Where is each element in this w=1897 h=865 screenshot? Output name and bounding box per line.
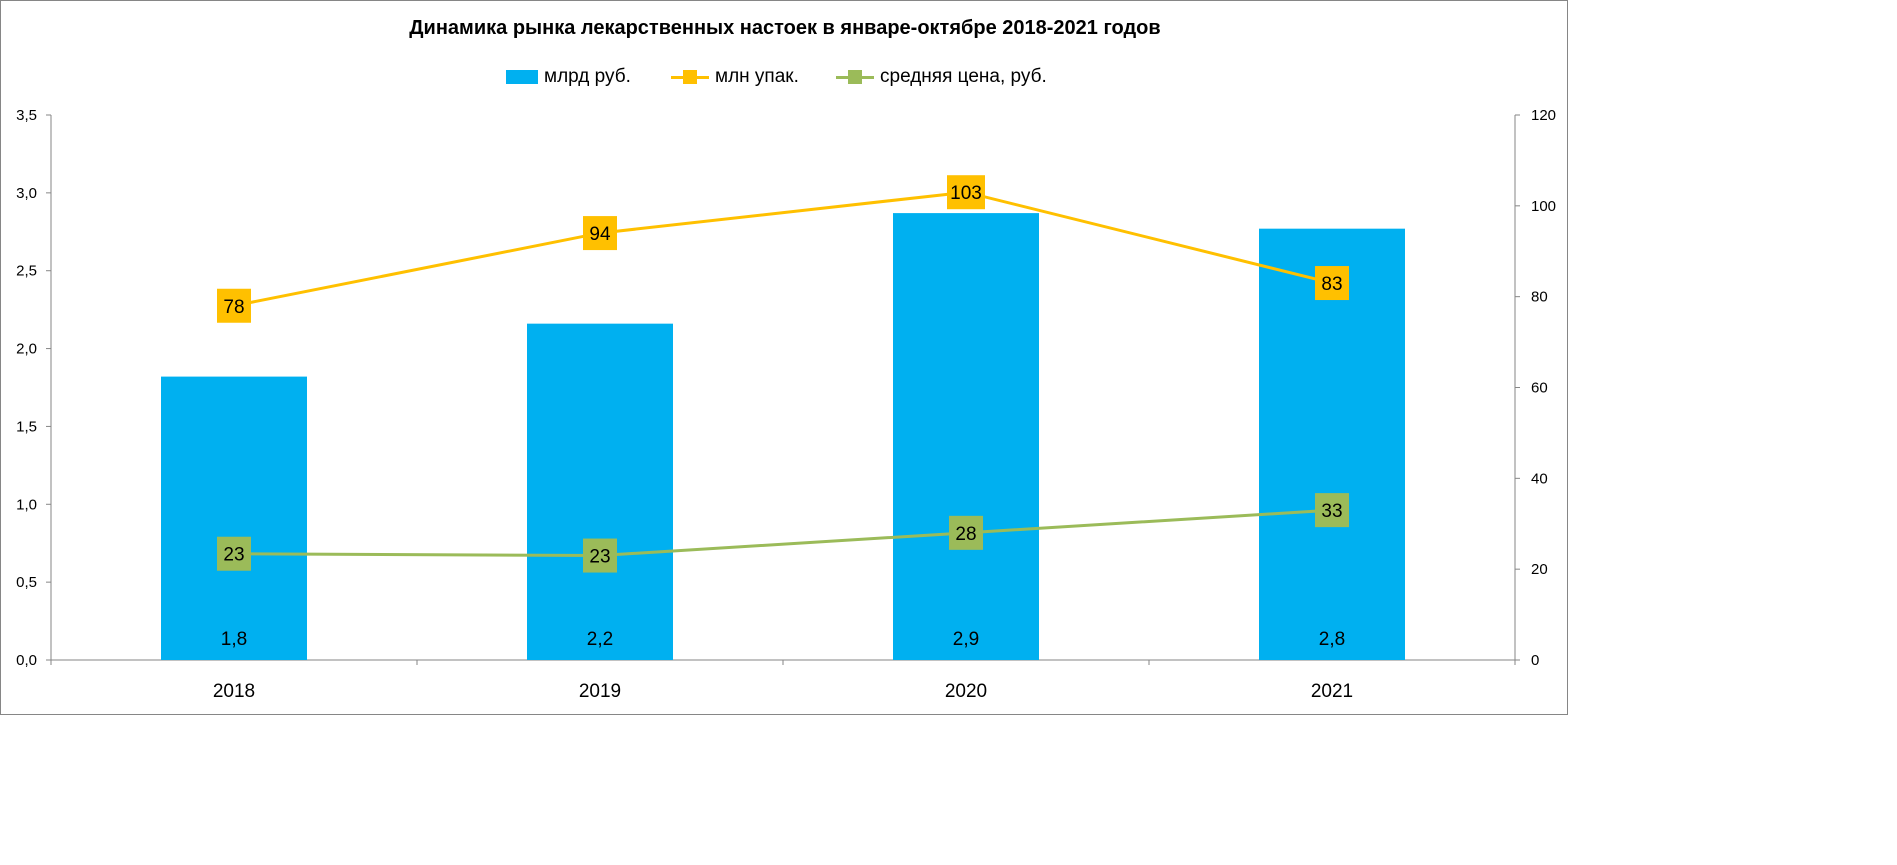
- y-right-tick-label: 60: [1531, 380, 1548, 397]
- y-right-tick-label: 120: [1531, 107, 1556, 124]
- bar-data-label: 1,8: [221, 629, 247, 650]
- packs-marker: [947, 175, 985, 210]
- price-data-label: 23: [589, 547, 610, 568]
- y-left-tick-label: 2,0: [16, 341, 37, 358]
- price-data-label: 33: [1321, 501, 1342, 522]
- legend-label-packs: млн упак.: [715, 66, 799, 87]
- y-left-tick-label: 0,5: [16, 574, 37, 591]
- bar-2020: [893, 213, 1039, 660]
- legend-label-bars: млрд руб.: [544, 66, 631, 87]
- price-marker: [217, 536, 251, 571]
- x-tick-label: 2019: [579, 681, 621, 702]
- legend-swatch-bars: [506, 70, 538, 84]
- bar-data-label: 2,8: [1319, 629, 1345, 650]
- packs-data-label: 103: [950, 183, 982, 204]
- x-tick-label: 2018: [213, 681, 255, 702]
- price-data-label: 23: [223, 545, 244, 566]
- legend-swatch-price: [836, 70, 874, 84]
- y-left-tick-label: 3,5: [16, 107, 37, 124]
- y-left-tick-label: 3,0: [16, 185, 37, 202]
- packs-marker: [1315, 266, 1349, 301]
- legend-item-price: средняя цена, руб.: [836, 64, 1047, 90]
- legend-swatch-packs: [671, 70, 709, 84]
- price-marker: [1315, 493, 1349, 528]
- y-right-tick-label: 20: [1531, 561, 1548, 578]
- legend: млрд руб. млн упак. средняя цена, руб.: [1, 64, 1569, 90]
- packs-data-label: 94: [589, 224, 611, 245]
- y-right-tick-label: 0: [1531, 652, 1539, 669]
- price-marker: [583, 538, 617, 573]
- y-left-tick-label: 2,5: [16, 263, 37, 280]
- packs-data-label: 78: [223, 297, 244, 318]
- y-right-tick-label: 40: [1531, 470, 1548, 487]
- legend-item-bars: млрд руб.: [506, 64, 631, 90]
- price-marker: [949, 515, 983, 550]
- chart-frame: Динамика рынка лекарственных настоек в я…: [0, 0, 1568, 715]
- price-data-label: 28: [955, 524, 976, 545]
- bar-2018: [161, 376, 307, 660]
- packs-marker: [217, 288, 251, 323]
- packs-line: [233, 190, 1333, 308]
- bar-data-label: 2,2: [587, 629, 613, 650]
- plot-area: 0,0 0,5 1,0 1,5 2,0 2,5 3,0 3,5 0 20 40 60 80 100 120 2…: [16, 107, 1556, 702]
- x-tick-label: 2020: [945, 681, 987, 702]
- y-left-tick-label: 1,5: [16, 418, 37, 435]
- legend-label-price: средняя цена, руб.: [880, 66, 1047, 87]
- bar-data-label: 2,9: [953, 629, 979, 650]
- price-line: [233, 508, 1333, 558]
- y-right-tick-label: 80: [1531, 289, 1548, 306]
- packs-data-label: 83: [1321, 274, 1342, 295]
- packs-marker: [583, 216, 617, 251]
- legend-item-packs: млн упак.: [671, 64, 799, 90]
- y-left-tick-label: 1,0: [16, 496, 37, 513]
- y-left-tick-label: 0,0: [16, 652, 37, 669]
- bar-2021: [1259, 228, 1405, 660]
- y-right-tick-label: 100: [1531, 198, 1556, 215]
- bar-2019: [527, 323, 673, 660]
- x-tick-label: 2021: [1311, 681, 1353, 702]
- chart-title: Динамика рынка лекарственных настоек в я…: [409, 17, 1161, 39]
